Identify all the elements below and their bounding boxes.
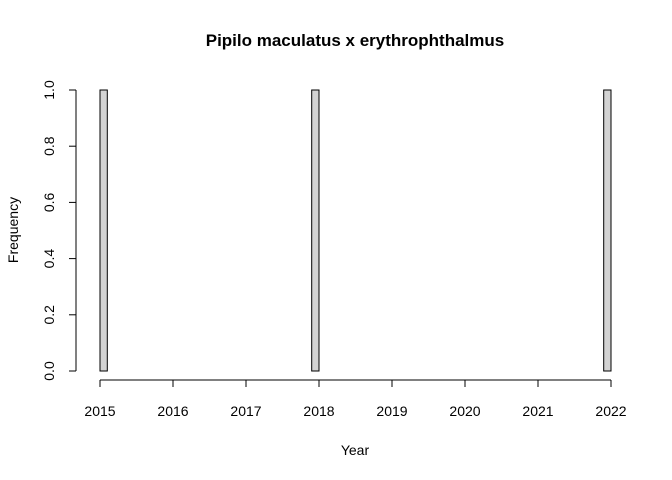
x-tick-label: 2016 [157,403,188,419]
y-axis: 0.0 0.2 0.4 0.6 0.8 1.0 [41,80,77,381]
y-tick-label: 0.6 [41,192,57,212]
x-tick-label: 2022 [595,403,626,419]
bars-group [99,89,612,372]
y-tick-label: 1.0 [41,80,57,100]
y-axis-label: Frequency [5,197,21,263]
x-tick-label: 2015 [84,403,115,419]
y-tick-label: 0.4 [41,249,57,269]
chart-title: Pipilo maculatus x erythrophthalmus [206,31,505,50]
y-tick-label: 0.8 [41,136,57,156]
x-axis: 2015 2016 2017 2018 2019 2020 2021 2022 [84,379,627,419]
x-tick-label: 2018 [303,403,334,419]
histogram-bar-2 [311,89,320,372]
y-tick-label: 0.0 [41,361,57,381]
x-axis-label: Year [341,442,370,458]
y-tick-label: 0.2 [41,305,57,325]
histogram-bar-0 [99,89,108,372]
x-tick-label: 2020 [449,403,480,419]
x-tick-label: 2019 [376,403,407,419]
x-tick-label: 2017 [230,403,261,419]
histogram-bar-4 [603,89,612,372]
x-tick-label: 2021 [522,403,553,419]
